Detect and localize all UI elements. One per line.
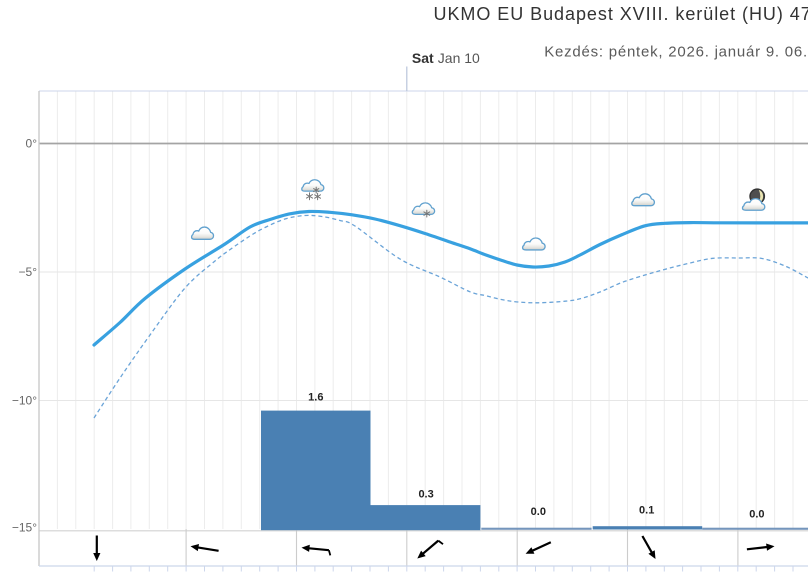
svg-text:0.1: 0.1 (639, 505, 654, 517)
svg-text:Jan 10: Jan 10 (438, 50, 480, 66)
svg-text:1.6: 1.6 (308, 392, 323, 404)
svg-text:UKMO EU Budapest XVIII. kerüle: UKMO EU Budapest XVIII. kerület (HU) 47 (434, 4, 808, 24)
svg-text:−5°: −5° (19, 265, 38, 279)
svg-text:0°: 0° (26, 137, 38, 151)
svg-text:0.3: 0.3 (418, 489, 433, 501)
svg-text:0.0: 0.0 (531, 506, 546, 518)
svg-text:−15°: −15° (12, 521, 37, 535)
svg-text:−10°: −10° (12, 394, 37, 408)
svg-text:0.0: 0.0 (749, 509, 764, 521)
svg-text:Sat: Sat (412, 50, 434, 66)
svg-text:Kezdés: péntek, 2026. január 9: Kezdés: péntek, 2026. január 9. 06. (544, 44, 808, 61)
